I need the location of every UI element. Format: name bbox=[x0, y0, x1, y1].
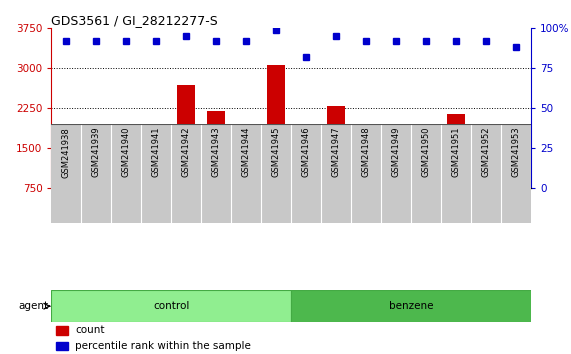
Bar bbox=[507, 166, 525, 188]
Text: GSM241944: GSM241944 bbox=[242, 127, 251, 177]
Text: agent: agent bbox=[18, 301, 49, 311]
Bar bbox=[267, 65, 286, 188]
Bar bbox=[147, 128, 166, 188]
Text: GSM241945: GSM241945 bbox=[272, 127, 281, 177]
Bar bbox=[387, 128, 405, 188]
Text: percentile rank within the sample: percentile rank within the sample bbox=[75, 341, 251, 351]
Text: count: count bbox=[75, 325, 105, 335]
Bar bbox=[297, 136, 315, 188]
Text: GSM241947: GSM241947 bbox=[332, 127, 341, 177]
Text: GSM241952: GSM241952 bbox=[481, 127, 490, 177]
Bar bbox=[51, 290, 291, 322]
Text: GSM241949: GSM241949 bbox=[392, 127, 401, 177]
Bar bbox=[291, 290, 531, 322]
Bar bbox=[327, 107, 345, 188]
Bar bbox=[238, 130, 255, 188]
Text: benzene: benzene bbox=[389, 301, 433, 311]
Bar bbox=[207, 111, 225, 188]
Bar bbox=[87, 154, 105, 188]
Text: GSM241942: GSM241942 bbox=[182, 127, 191, 177]
Bar bbox=[56, 326, 68, 335]
Text: GSM241939: GSM241939 bbox=[92, 127, 101, 177]
Bar bbox=[118, 144, 135, 188]
Bar bbox=[57, 140, 75, 188]
Bar bbox=[447, 114, 465, 188]
Text: GSM241940: GSM241940 bbox=[122, 127, 131, 177]
Text: GSM241941: GSM241941 bbox=[152, 127, 161, 177]
Text: GSM241948: GSM241948 bbox=[361, 127, 371, 177]
Text: GSM241953: GSM241953 bbox=[512, 127, 521, 177]
Text: GSM241946: GSM241946 bbox=[301, 127, 311, 177]
Text: GSM241951: GSM241951 bbox=[452, 127, 461, 177]
Text: GSM241943: GSM241943 bbox=[212, 127, 221, 177]
Bar bbox=[357, 136, 375, 188]
Bar bbox=[177, 85, 195, 188]
Text: control: control bbox=[153, 301, 190, 311]
Bar bbox=[477, 143, 495, 188]
Text: GDS3561 / GI_28212277-S: GDS3561 / GI_28212277-S bbox=[51, 14, 218, 27]
Text: GSM241938: GSM241938 bbox=[62, 127, 71, 178]
Bar bbox=[417, 141, 435, 188]
Text: GSM241950: GSM241950 bbox=[421, 127, 431, 177]
Bar bbox=[56, 342, 68, 350]
